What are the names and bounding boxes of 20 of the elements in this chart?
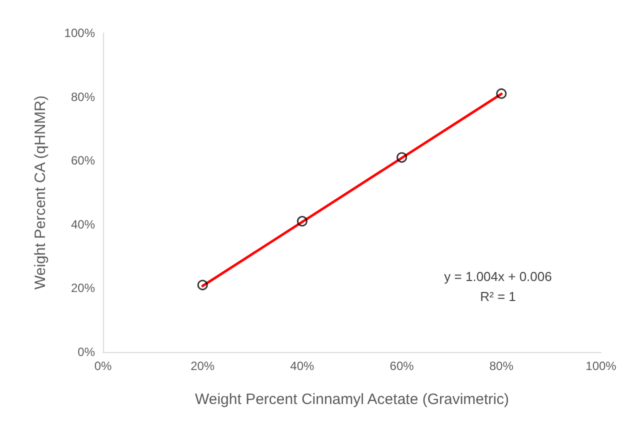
y-tick-label: 20% (70, 281, 96, 296)
x-tick-label: 100% (586, 359, 617, 373)
x-tick-label: 40% (290, 359, 315, 373)
annotation: y = 1.004x + 0.006 (444, 269, 552, 284)
y-tick-label: 0% (78, 345, 96, 359)
point (496, 88, 507, 99)
point (396, 152, 408, 163)
x-tick-label: 80% (489, 359, 514, 373)
x-tick-label: 0% (94, 359, 112, 373)
x-tick-label: 20% (190, 359, 215, 373)
x-tick-label: 60% (390, 359, 414, 373)
point (197, 280, 208, 290)
y-tick-label: 60% (70, 154, 96, 168)
point (296, 216, 308, 226)
x-axis-title: Weight Percent Cinnamyl Acetate (Gravimetric) (195, 391, 509, 408)
y-tick-label: 80% (70, 90, 96, 104)
y-tick-label: 40% (70, 217, 96, 232)
y-axis-title: Weight Percent CA (qHNMR) (32, 96, 49, 290)
annotation: R² = 1 (480, 289, 516, 304)
y-tick-label: 100% (64, 26, 96, 40)
